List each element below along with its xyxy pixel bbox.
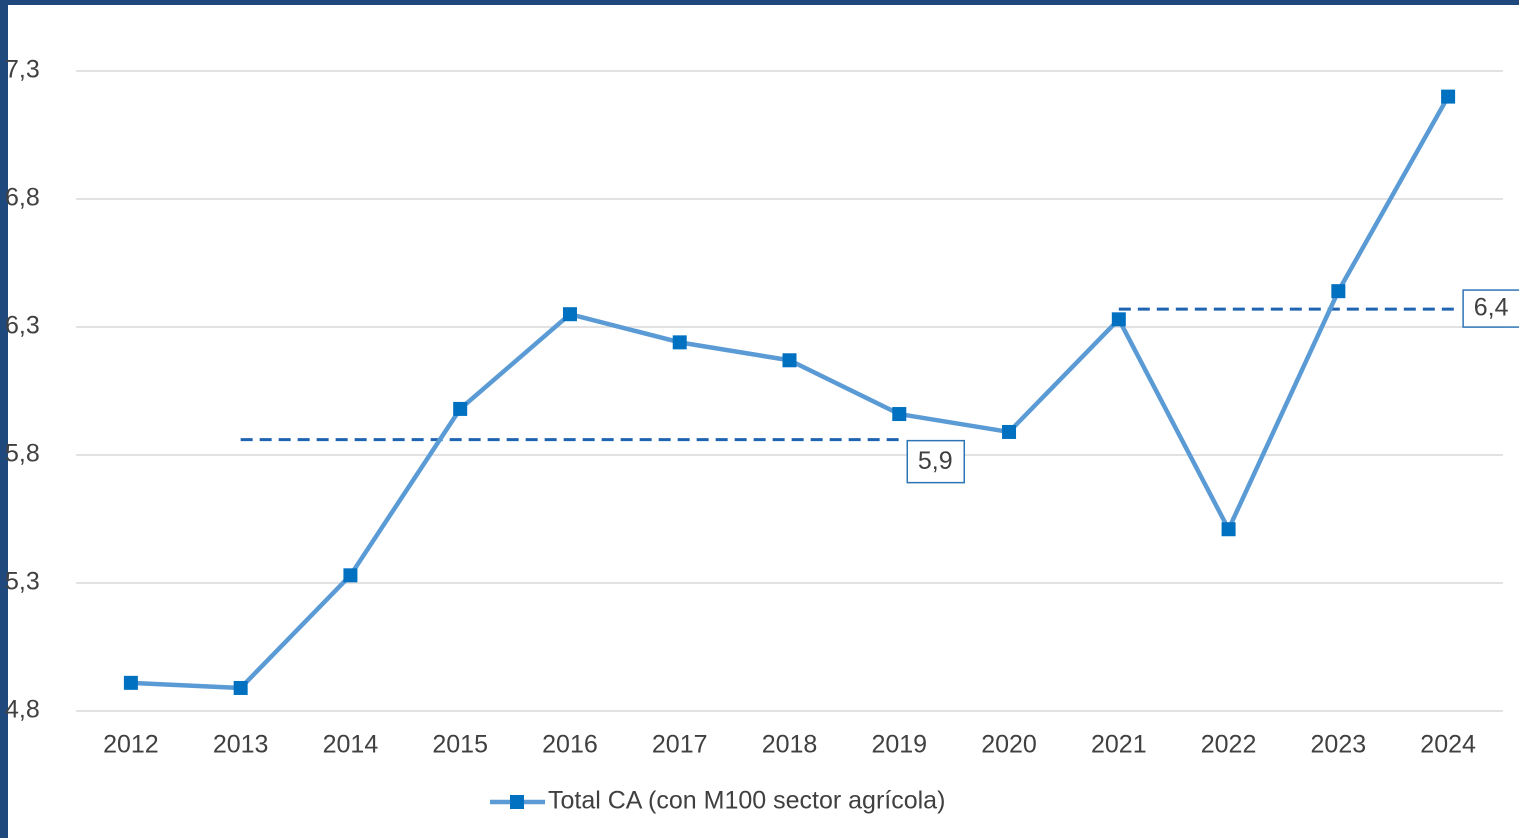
marker bbox=[1111, 312, 1126, 327]
legend-marker bbox=[510, 795, 524, 809]
y-tick-label: 6,8 bbox=[5, 184, 40, 212]
marker bbox=[453, 401, 468, 416]
marker bbox=[123, 675, 138, 690]
x-tick-label: 2019 bbox=[871, 731, 927, 759]
marker bbox=[1441, 89, 1456, 104]
frame-top bbox=[0, 0, 1519, 5]
x-tick-label: 2020 bbox=[981, 731, 1037, 759]
average-label: 5,9 bbox=[918, 447, 953, 475]
frame-left bbox=[0, 0, 8, 838]
average-label-box bbox=[906, 439, 966, 484]
marker bbox=[343, 568, 358, 583]
x-tick-label: 2012 bbox=[103, 731, 159, 759]
y-tick-label: 5,3 bbox=[5, 568, 40, 596]
x-tick-label: 2023 bbox=[1311, 731, 1367, 759]
y-tick-label: 6,3 bbox=[5, 312, 40, 340]
y-tick-label: 4,8 bbox=[5, 696, 40, 724]
marker bbox=[233, 680, 248, 695]
average-label: 6,4 bbox=[1474, 294, 1509, 322]
x-tick-label: 2021 bbox=[1091, 731, 1147, 759]
y-tick-label: 5,8 bbox=[5, 440, 40, 468]
x-tick-label: 2017 bbox=[652, 731, 708, 759]
x-tick-label: 2013 bbox=[213, 731, 269, 759]
average-label-box bbox=[1462, 289, 1519, 328]
x-tick-label: 2016 bbox=[542, 731, 598, 759]
legend-label: Total CA (con M100 sector agrícola) bbox=[548, 787, 945, 815]
marker bbox=[1002, 424, 1017, 439]
marker bbox=[672, 335, 687, 350]
x-tick-label: 2014 bbox=[323, 731, 379, 759]
marker bbox=[1331, 284, 1346, 299]
series-line bbox=[130, 95, 1451, 691]
marker bbox=[562, 307, 577, 322]
marker bbox=[892, 407, 907, 422]
marker bbox=[1221, 522, 1236, 537]
marker bbox=[782, 353, 797, 368]
x-tick-label: 2015 bbox=[432, 731, 488, 759]
y-tick-label: 7,3 bbox=[5, 56, 40, 84]
x-tick-label: 2024 bbox=[1420, 731, 1476, 759]
x-tick-label: 2018 bbox=[762, 731, 818, 759]
x-tick-label: 2022 bbox=[1201, 731, 1257, 759]
